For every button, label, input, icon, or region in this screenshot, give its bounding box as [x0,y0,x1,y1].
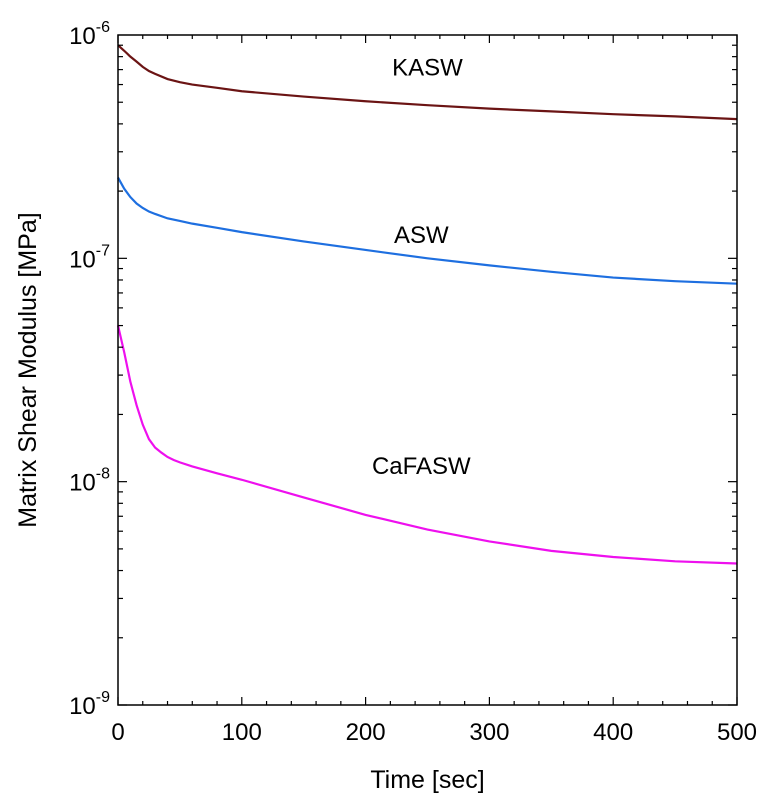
x-tick-label: 200 [346,719,386,746]
series-label-kasw: KASW [392,54,463,81]
series-layer [116,44,738,565]
series-line-asw [117,177,738,285]
series-line-kasw [117,44,738,121]
x-tick-label: 300 [469,719,509,746]
label-layer: 0 100 200 300 400 500 10-6 10-7 10-8 10-9 KASW ASW C… [69,19,757,746]
x-tick-label: 400 [593,719,633,746]
y-tick-label: 10-8 [69,466,110,497]
y-axis-label: Matrix Shear Modulus [MPa] [14,212,42,527]
tick-layer [117,35,738,706]
y-tick-label: 10-6 [69,19,110,50]
x-tick-label: 100 [222,719,262,746]
x-tick-label: 0 [111,719,124,746]
y-tick-label: 10-9 [69,689,110,720]
x-tick-label: 500 [717,719,757,746]
series-label-cafasw: CaFASW [372,453,471,480]
series-line-cafasw [116,325,738,565]
series-label-asw: ASW [394,222,449,249]
plot-frame [117,34,738,706]
x-axis-label: Time [sec] [370,766,484,794]
y-tick-label: 10-7 [69,242,110,273]
